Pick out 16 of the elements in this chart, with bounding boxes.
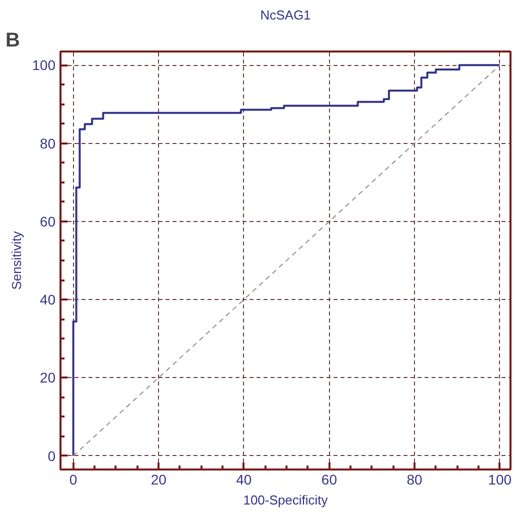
y-tick-label: 40 (40, 292, 56, 308)
y-tick-label: 20 (40, 370, 56, 386)
x-tick-label: 20 (150, 472, 167, 488)
x-axis-title: 100-Specificity (243, 492, 328, 508)
x-tick-label: 40 (236, 472, 252, 488)
y-tick-label: 60 (40, 213, 56, 230)
y-tick-label: 80 (40, 135, 56, 152)
chart-title: NcSAG1 (260, 8, 311, 22)
x-tick-label: 80 (406, 472, 423, 488)
x-tick-label: 100 (488, 472, 512, 488)
y-tick-label: 0 (48, 448, 56, 464)
x-tick-label: 0 (69, 472, 78, 488)
y-axis-title: Sensitivity (9, 230, 24, 290)
text: B (6, 30, 20, 52)
x-tick-label: 60 (321, 472, 338, 488)
y-tick-label: 100 (32, 57, 56, 74)
